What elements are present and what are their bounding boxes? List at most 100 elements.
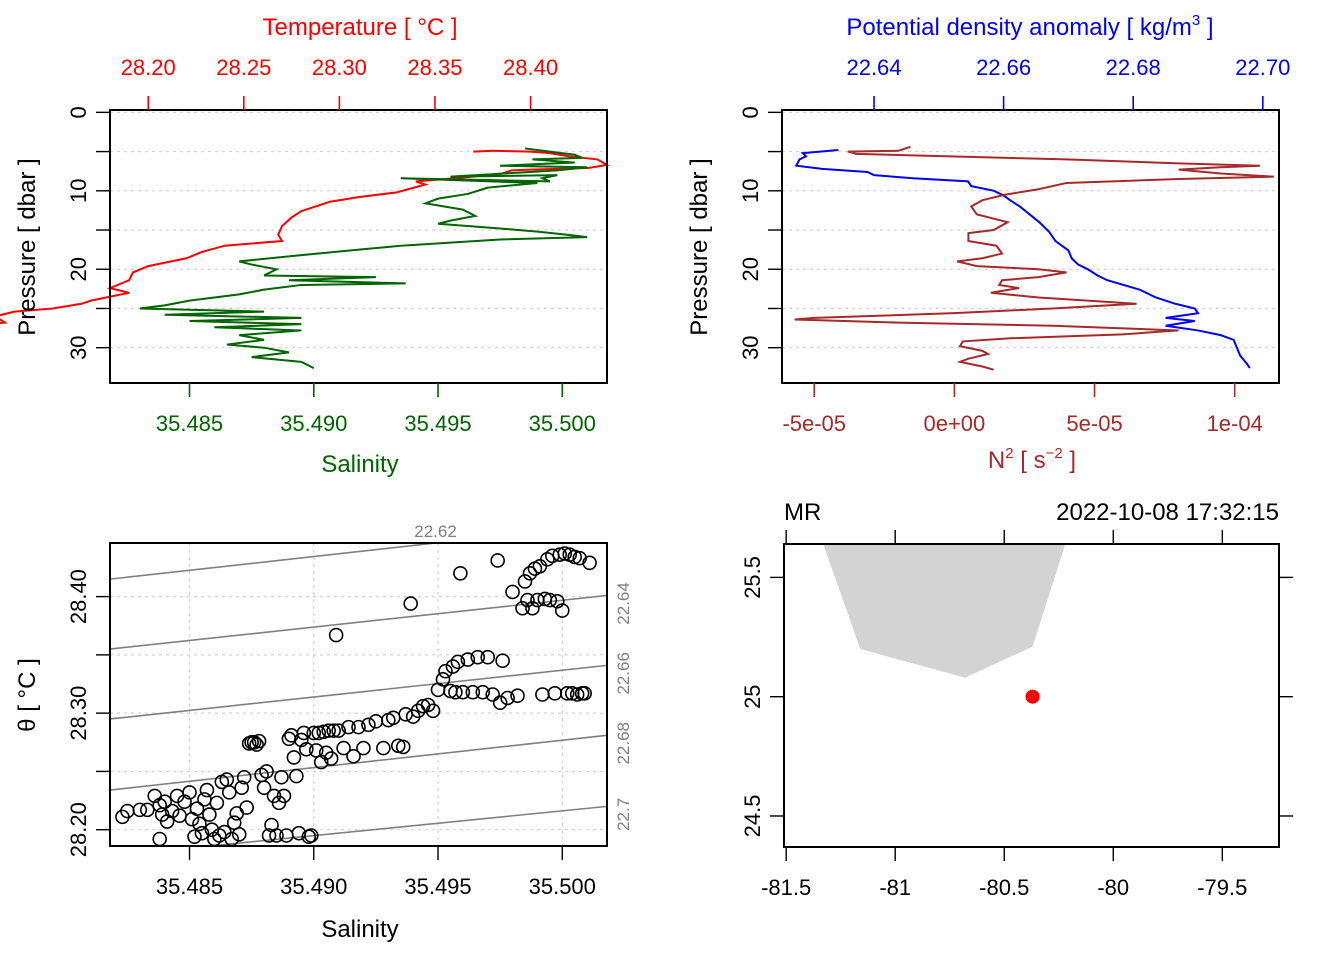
ts-point — [398, 707, 414, 722]
salinity-tick-label: 35.485 — [156, 874, 223, 899]
ts-point — [229, 806, 245, 821]
ts-point — [192, 816, 207, 832]
p3-points — [115, 546, 597, 847]
ts-point — [559, 686, 575, 701]
n2-line — [794, 145, 1275, 371]
ts-point — [520, 592, 535, 608]
ts-point — [490, 553, 505, 568]
ts-point — [261, 828, 277, 843]
ts-point — [236, 769, 252, 785]
pressure-tick-label: 0 — [738, 106, 763, 118]
ts-point — [326, 723, 341, 738]
top-axis-tick-label: 28.40 — [503, 55, 558, 80]
p1-temperature-axis-title: Temperature [ °C ] — [263, 14, 458, 41]
p1-grid — [110, 111, 607, 349]
ts-point — [403, 596, 418, 611]
ts-point — [453, 565, 468, 581]
ts-point — [274, 769, 289, 785]
p3-theta-axis-title: θ [ °C ] — [14, 658, 41, 732]
ts-point — [361, 717, 376, 733]
ts-point — [321, 723, 336, 738]
ts-point — [269, 828, 284, 843]
longitude-tick-label: -80.5 — [979, 875, 1029, 900]
isopycnal-label: 22.64 — [614, 582, 633, 625]
pressure-tick-label: 30 — [66, 335, 91, 359]
ts-point — [465, 684, 481, 700]
ts-point — [289, 768, 304, 784]
ts-point — [194, 825, 210, 841]
ts-point — [323, 751, 339, 766]
p3-plot-frame — [109, 542, 608, 847]
latitude-tick-label: 25 — [740, 684, 765, 708]
isopycnal-label: 22.62 — [414, 522, 457, 541]
ts-point — [425, 703, 441, 719]
top-axis-tick-label: 28.30 — [312, 55, 367, 80]
longitude-tick-label: -80 — [1097, 875, 1129, 900]
ts-point — [445, 659, 461, 674]
ts-point — [328, 627, 344, 643]
bottom-axis-tick-label: 5e-05 — [1066, 411, 1122, 436]
longitude-tick-label: -81 — [879, 875, 911, 900]
ts-point — [202, 807, 217, 822]
pressure-tick-label: 20 — [738, 257, 763, 281]
ts-point — [286, 750, 302, 765]
theta-tick-label: 28.40 — [66, 569, 91, 624]
ts-point — [438, 663, 453, 679]
p3-salinity-axis: 35.485 35.490 35.495 35.500 — [156, 846, 596, 899]
ts-point — [209, 795, 225, 811]
ts-point — [157, 794, 172, 810]
p1-temperature-axis: 28.20 28.25 28.30 28.35 28.40 — [121, 55, 558, 110]
ts-point — [485, 687, 500, 702]
longitude-tick-label: -81.5 — [761, 875, 811, 900]
ts-point — [448, 684, 463, 700]
ts-point — [219, 772, 235, 787]
station-marker — [1025, 689, 1040, 704]
theta-tick-label: 28.30 — [66, 686, 91, 741]
p4-plot-frame — [783, 543, 1280, 848]
ts-point — [475, 684, 491, 700]
isopycnal-label: 22.7 — [614, 798, 633, 831]
ts-point — [542, 592, 558, 608]
ts-point — [182, 785, 197, 800]
ts-point — [554, 603, 570, 618]
ts-point — [510, 688, 525, 703]
top-axis-tick-label: 28.25 — [216, 55, 271, 80]
ts-point — [525, 600, 540, 616]
p3-isopycnals: 22.62 22.64 22.66 22.68 22.7 — [109, 522, 633, 847]
bottom-axis-tick-label: 35.500 — [529, 411, 596, 436]
p4-longitude-axis: -81.5 -81 -80.5 -80 -79.5 — [761, 847, 1247, 900]
top-axis-tick-label: 28.20 — [121, 55, 176, 80]
ts-point — [189, 801, 205, 817]
ts-point — [515, 600, 530, 616]
p1-salinity-axis-title: Salinity — [321, 451, 398, 478]
p1-pressure-axis-title: Pressure [ dbar ] — [14, 158, 41, 335]
top-axis-tick-label: 22.70 — [1235, 55, 1290, 80]
pressure-tick-label: 0 — [66, 106, 91, 118]
p2-pressure-axis: 0 10 20 30 — [738, 106, 782, 360]
p4-right-axis — [1279, 576, 1293, 817]
p2-n2-axis: -5e-05 0e+00 5e-05 1e-04 — [782, 383, 1263, 436]
ts-point — [346, 748, 361, 764]
p3-grid — [110, 543, 607, 846]
location-map-panel: -81.5 -81 -80.5 -80 -79.5 24.5 25 25.5 MR 2022… — [740, 499, 1293, 900]
ts-point — [296, 725, 312, 741]
isopycnal-line — [109, 594, 608, 650]
salinity-tick-label: 35.490 — [280, 874, 347, 899]
ts-point — [251, 733, 267, 749]
latitude-tick-label: 24.5 — [740, 795, 765, 838]
ts-point — [299, 741, 314, 757]
ts-point — [492, 695, 508, 710]
density-line — [794, 149, 1251, 369]
isopycnal-line — [109, 542, 436, 580]
pressure-tick-label: 20 — [66, 257, 91, 281]
p2-n2-axis-title: N2 [ s−2 ] — [988, 445, 1076, 474]
ts-point — [522, 565, 538, 581]
ts-point — [351, 719, 366, 735]
p2-density-axis-title: Potential density anomaly [ kg/m3 ] — [846, 12, 1213, 41]
top-axis-tick-label: 22.68 — [1106, 55, 1161, 80]
ts-point — [517, 574, 533, 589]
temperature-salinity-panel: 28.20 28.25 28.30 28.35 28.40 35.485 35.490 35… — [0, 14, 610, 478]
ts-point — [577, 686, 592, 701]
